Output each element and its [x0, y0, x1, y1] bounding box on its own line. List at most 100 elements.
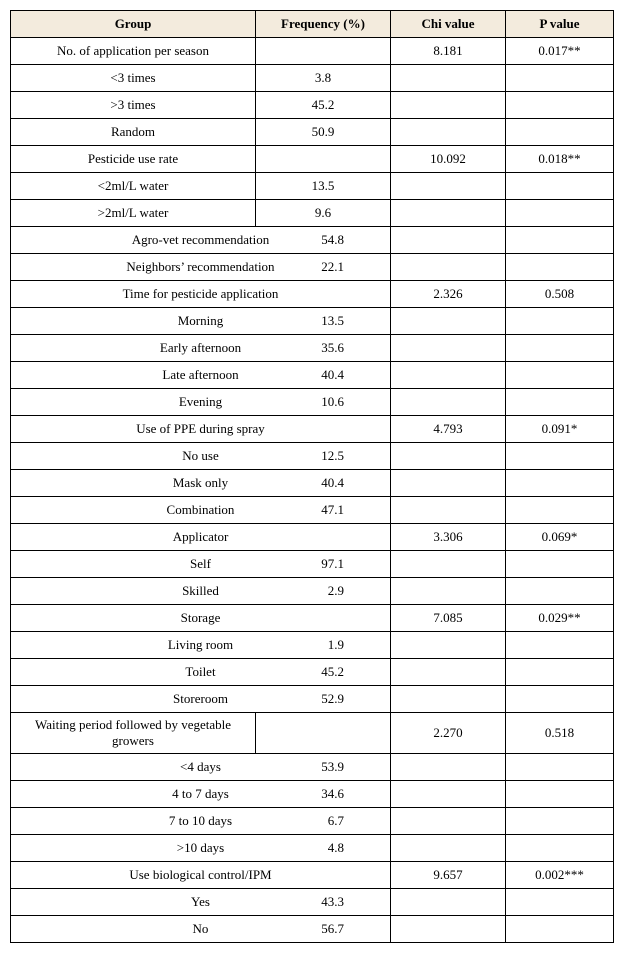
group-label: Use biological control/IPM: [129, 867, 271, 882]
table-row: Yes43.3: [11, 889, 614, 916]
cell-p: [506, 632, 614, 659]
cell-chi: [391, 497, 506, 524]
cell-group-freq: Mask only 40.4: [11, 470, 391, 497]
table-row: Storage7.0850.029**: [11, 605, 614, 632]
cell-group-freq: Morning13.5: [11, 308, 391, 335]
cell-p: [506, 65, 614, 92]
cell-group: Waiting period followed by vegetable gro…: [11, 713, 256, 754]
table-row: >2ml/L water9.6: [11, 200, 614, 227]
cell-frequency: 9.6: [256, 200, 391, 227]
cell-group: Random: [11, 119, 256, 146]
table-row: Living room1.9: [11, 632, 614, 659]
table-row: No. of application per season8.1810.017*…: [11, 38, 614, 65]
group-label: No use: [182, 448, 218, 463]
cell-group-freq: Toilet 45.2: [11, 659, 391, 686]
cell-group: <3 times: [11, 65, 256, 92]
group-label: >10 days: [177, 840, 224, 855]
table-row: Random50.9: [11, 119, 614, 146]
freq-value: 45.2: [321, 664, 344, 680]
cell-chi: [391, 119, 506, 146]
table-row: Early afternoon35.6: [11, 335, 614, 362]
cell-chi: [391, 781, 506, 808]
group-label: Time for pesticide application: [123, 286, 279, 301]
cell-chi: [391, 916, 506, 943]
cell-group-freq: Combination47.1: [11, 497, 391, 524]
cell-chi: [391, 686, 506, 713]
group-label: 7 to 10 days: [169, 813, 232, 828]
table-row: 7 to 10 days6.7: [11, 808, 614, 835]
cell-chi: 3.306: [391, 524, 506, 551]
table-body: No. of application per season8.1810.017*…: [11, 38, 614, 943]
cell-chi: [391, 808, 506, 835]
freq-value: 40.4: [321, 475, 344, 491]
table-row: Pesticide use rate10.0920.018**: [11, 146, 614, 173]
table-row: Agro-vet recommendation 54.8: [11, 227, 614, 254]
cell-p: [506, 173, 614, 200]
table-row: Evening10.6: [11, 389, 614, 416]
group-label: Use of PPE during spray: [136, 421, 265, 436]
cell-p: 0.091*: [506, 416, 614, 443]
cell-chi: 7.085: [391, 605, 506, 632]
freq-value: 22.1: [321, 259, 344, 275]
cell-group-freq: >10 days4.8: [11, 835, 391, 862]
table-row: Use of PPE during spray 4.7930.091*: [11, 416, 614, 443]
table-row: Time for pesticide application2.3260.508: [11, 281, 614, 308]
cell-p: [506, 389, 614, 416]
cell-p: 0.017**: [506, 38, 614, 65]
cell-chi: [391, 335, 506, 362]
freq-value: 53.9: [321, 759, 344, 775]
cell-p: [506, 227, 614, 254]
cell-group: <2ml/L water: [11, 173, 256, 200]
cell-frequency: [256, 38, 391, 65]
group-label: Mask only: [173, 475, 228, 490]
cell-p: [506, 578, 614, 605]
cell-chi: 4.793: [391, 416, 506, 443]
cell-chi: [391, 632, 506, 659]
table-row: 4 to 7 days34.6: [11, 781, 614, 808]
cell-group: >3 times: [11, 92, 256, 119]
table-row: Mask only 40.4: [11, 470, 614, 497]
cell-frequency: 3.8: [256, 65, 391, 92]
cell-p: [506, 119, 614, 146]
cell-chi: [391, 889, 506, 916]
table-row: <3 times3.8: [11, 65, 614, 92]
cell-group-freq: 4 to 7 days34.6: [11, 781, 391, 808]
freq-value: 2.9: [328, 583, 344, 599]
cell-chi: [391, 65, 506, 92]
cell-p: [506, 362, 614, 389]
cell-chi: [391, 362, 506, 389]
cell-chi: [391, 227, 506, 254]
cell-p: [506, 808, 614, 835]
data-table: Group Frequency (%) Chi value P value No…: [10, 10, 614, 943]
cell-group-freq: Time for pesticide application: [11, 281, 391, 308]
cell-p: [506, 335, 614, 362]
cell-group-freq: Applicator: [11, 524, 391, 551]
col-header-p: P value: [506, 11, 614, 38]
cell-chi: [391, 578, 506, 605]
cell-group-freq: Self97.1: [11, 551, 391, 578]
table-header-row: Group Frequency (%) Chi value P value: [11, 11, 614, 38]
cell-p: [506, 686, 614, 713]
cell-frequency: [256, 146, 391, 173]
cell-group-freq: Early afternoon35.6: [11, 335, 391, 362]
group-label: Storage: [181, 610, 221, 625]
group-label: Early afternoon: [160, 340, 241, 355]
cell-p: [506, 443, 614, 470]
group-label: No: [193, 921, 209, 936]
cell-p: [506, 470, 614, 497]
group-label: Skilled: [182, 583, 219, 598]
cell-chi: [391, 200, 506, 227]
cell-group-freq: Agro-vet recommendation 54.8: [11, 227, 391, 254]
group-label: Combination: [167, 502, 235, 517]
cell-group-freq: Use of PPE during spray: [11, 416, 391, 443]
freq-value: 56.7: [321, 921, 344, 937]
cell-chi: [391, 754, 506, 781]
group-label: Agro-vet recommendation: [132, 232, 270, 247]
freq-value: 54.8: [321, 232, 344, 248]
table-row: Waiting period followed by vegetable gro…: [11, 713, 614, 754]
freq-value: 13.5: [321, 313, 344, 329]
cell-chi: 2.326: [391, 281, 506, 308]
group-label: Evening: [179, 394, 222, 409]
group-label: Toilet: [185, 664, 215, 679]
cell-chi: [391, 835, 506, 862]
